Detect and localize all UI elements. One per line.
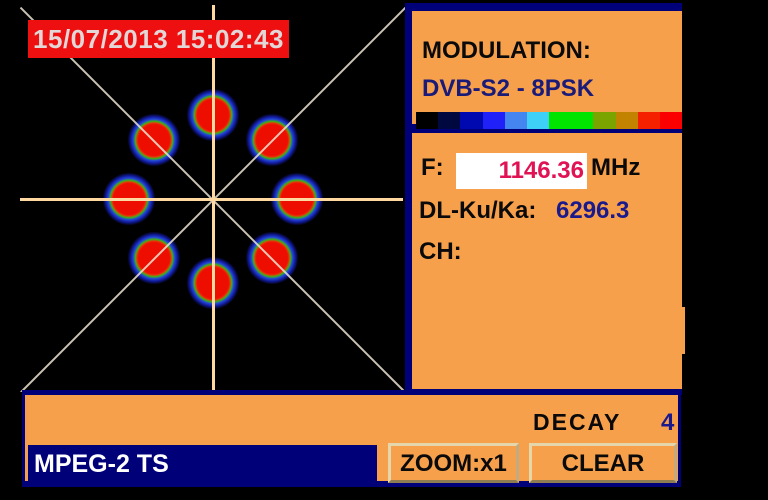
colorbar-segment (526, 112, 550, 132)
downlink-label: DL-Ku/Ka: (419, 197, 537, 224)
colorbar-segment (460, 112, 483, 132)
timestamp-banner: 15/07/2013 15:02:43 (28, 20, 289, 58)
colorbar-segment (593, 112, 616, 132)
zoom-button[interactable]: ZOOM:x1 (388, 443, 519, 483)
decay-value: 4 (661, 409, 675, 436)
colorbar-segment (438, 112, 461, 132)
frequency-label: F: (421, 154, 444, 181)
crosshair-vertical-line (212, 5, 215, 390)
downlink-value: 6296.3 (556, 197, 630, 224)
panel-edge-tab (680, 307, 685, 354)
frequency-unit-label: MHz (591, 154, 641, 181)
modulation-label: MODULATION: (422, 37, 591, 64)
modulation-value: DVB-S2 - 8PSK (422, 75, 595, 102)
colorbar-segment (482, 112, 505, 132)
colorbar-segment (416, 112, 439, 132)
signal-panel: F: 1146.36 MHz DL-Ku/Ka: 6296.3 CH: (405, 129, 682, 395)
frequency-input[interactable]: 1146.36 (456, 153, 587, 189)
bottom-bar: DECAY 4 MPEG-2 TS ZOOM:x1 CLEAR (22, 390, 681, 487)
colorbar-segment (571, 112, 594, 132)
signal-panel-body: F: 1146.36 MHz DL-Ku/Ka: 6296.3 CH: (412, 133, 682, 389)
clear-button[interactable]: CLEAR (529, 443, 677, 483)
decay-label: DECAY (533, 409, 622, 435)
signal-level-colorbar (416, 112, 683, 132)
colorbar-segment (615, 112, 638, 132)
constellation-display (0, 0, 406, 392)
modulation-panel-body: MODULATION: DVB-S2 - 8PSK (412, 11, 683, 132)
colorbar-segment (659, 112, 683, 132)
bottom-bar-body: DECAY 4 MPEG-2 TS ZOOM:x1 CLEAR (25, 395, 678, 483)
modulation-panel: MODULATION: DVB-S2 - 8PSK (405, 3, 683, 132)
channel-label: CH: (419, 238, 462, 265)
colorbar-segment (504, 112, 527, 132)
colorbar-segment (549, 112, 572, 132)
stream-type-display: MPEG-2 TS (28, 445, 377, 483)
colorbar-segment (637, 112, 660, 132)
crosshair-horizontal-line (20, 198, 403, 201)
